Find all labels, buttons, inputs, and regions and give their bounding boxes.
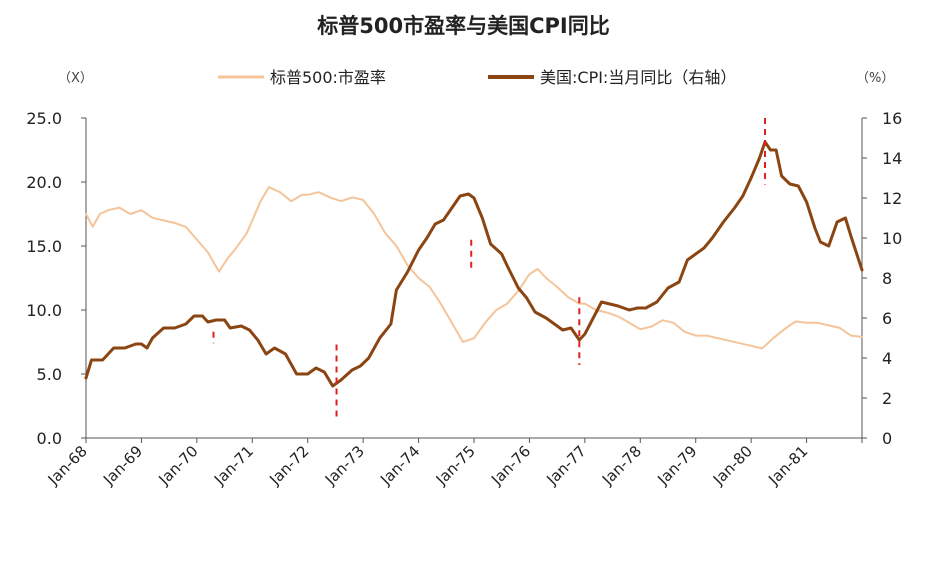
chart-title: 标普500市盈率与美国CPI同比 bbox=[317, 14, 610, 38]
right-tick-label: 16 bbox=[882, 109, 902, 128]
right-tick-label: 12 bbox=[882, 189, 902, 208]
x-tick-label: Jan-71 bbox=[210, 442, 257, 489]
left-tick-label: 15.0 bbox=[26, 237, 62, 256]
left-axis-unit: （X） bbox=[58, 71, 93, 86]
legend-label-cpi: 美国:CPI:当月同比（右轴） bbox=[540, 68, 736, 87]
x-tick-label: Jan-68 bbox=[44, 442, 91, 489]
x-tick-label: Jan-76 bbox=[487, 442, 534, 489]
x-tick-label: Jan-80 bbox=[709, 442, 756, 489]
x-tick-label: Jan-75 bbox=[432, 442, 479, 489]
right-tick-label: 10 bbox=[882, 229, 902, 248]
x-tick-label: Jan-77 bbox=[543, 442, 590, 489]
left-tick-label: 10.0 bbox=[26, 301, 62, 320]
legend-label-pe: 标普500:市盈率 bbox=[270, 68, 386, 87]
series-line-2 bbox=[84, 140, 864, 388]
left-tick-label: 0.0 bbox=[37, 429, 62, 448]
right-tick-label: 14 bbox=[882, 149, 902, 168]
x-tick-label: Jan-69 bbox=[99, 442, 146, 489]
right-tick-label: 8 bbox=[882, 269, 892, 288]
x-tick-label: Jan-74 bbox=[376, 442, 423, 489]
left-tick-label: 20.0 bbox=[26, 173, 62, 192]
x-tick-label: Jan-81 bbox=[764, 442, 811, 489]
right-axis-unit: （%） bbox=[856, 71, 894, 86]
right-tick-label: 4 bbox=[882, 349, 892, 368]
x-tick-label: Jan-73 bbox=[321, 442, 368, 489]
left-tick-label: 5.0 bbox=[37, 365, 62, 384]
right-tick-label: 6 bbox=[882, 309, 892, 328]
right-tick-label: 2 bbox=[882, 389, 892, 408]
x-tick-label: Jan-79 bbox=[653, 442, 700, 489]
x-tick-label: Jan-78 bbox=[598, 442, 645, 489]
x-tick-label: Jan-70 bbox=[155, 442, 202, 489]
series-line-1 bbox=[85, 186, 863, 350]
right-tick-label: 0 bbox=[882, 429, 892, 448]
x-tick-label: Jan-72 bbox=[265, 442, 312, 489]
left-tick-label: 25.0 bbox=[26, 109, 62, 128]
